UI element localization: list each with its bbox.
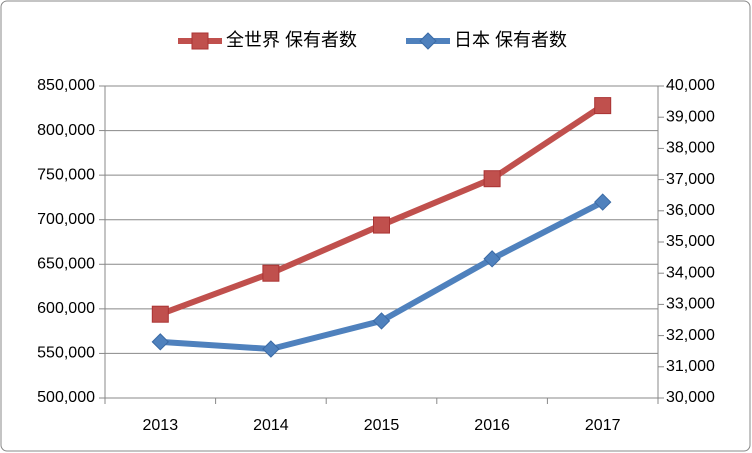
legend-marker bbox=[191, 32, 209, 50]
y-tick-label: 750,000 bbox=[37, 166, 95, 183]
data-point bbox=[593, 193, 612, 211]
y2-tick-label: 38,000 bbox=[666, 140, 715, 157]
y2-tick-label: 40,000 bbox=[666, 77, 715, 94]
data-point bbox=[372, 312, 391, 330]
y2-tick-label: 32,000 bbox=[666, 327, 715, 344]
data-point bbox=[151, 333, 170, 351]
y-tick-label: 850,000 bbox=[37, 77, 95, 94]
y-tick-label: 550,000 bbox=[37, 345, 95, 362]
y-tick-label: 500,000 bbox=[37, 389, 95, 406]
y2-tick-label: 39,000 bbox=[666, 108, 715, 125]
legend-marker bbox=[419, 32, 437, 50]
data-point bbox=[262, 340, 280, 358]
legend-label: 全世界 保有者数 bbox=[226, 30, 357, 50]
x-tick-label: 2016 bbox=[474, 417, 510, 434]
y2-tick-label: 31,000 bbox=[666, 358, 715, 375]
x-tick-label: 2013 bbox=[143, 417, 179, 434]
x-tick-label: 2015 bbox=[364, 417, 400, 434]
data-point bbox=[373, 216, 390, 234]
x-tick-label: 2017 bbox=[585, 417, 621, 434]
y2-tick-label: 35,000 bbox=[666, 233, 715, 250]
y-tick-label: 650,000 bbox=[37, 256, 95, 273]
data-point bbox=[483, 170, 501, 188]
y-tick-label: 600,000 bbox=[37, 300, 95, 317]
y2-tick-label: 30,000 bbox=[666, 389, 715, 406]
legend-label: 日本 保有者数 bbox=[454, 30, 567, 50]
y2-tick-label: 36,000 bbox=[666, 202, 715, 219]
x-tick-label: 2014 bbox=[253, 417, 289, 434]
y-tick-label: 800,000 bbox=[37, 122, 95, 139]
data-point bbox=[483, 250, 501, 268]
y2-tick-label: 37,000 bbox=[666, 171, 715, 188]
data-point bbox=[594, 97, 612, 115]
y2-tick-label: 33,000 bbox=[666, 296, 715, 313]
y2-tick-label: 34,000 bbox=[666, 264, 715, 281]
data-point bbox=[151, 305, 169, 323]
data-point bbox=[262, 264, 280, 282]
y-tick-label: 700,000 bbox=[37, 211, 95, 228]
